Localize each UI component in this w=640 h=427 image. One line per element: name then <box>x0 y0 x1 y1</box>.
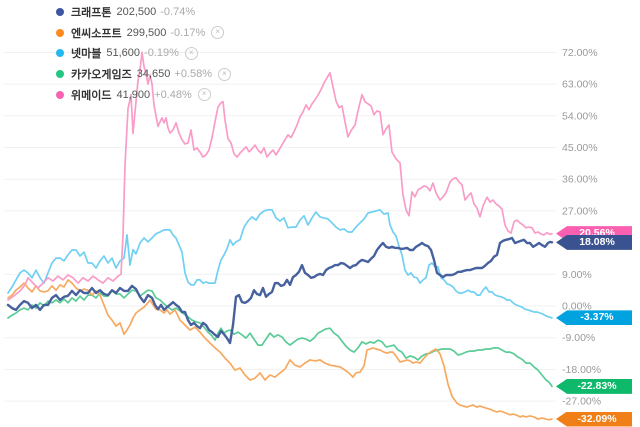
stock-name: 엔씨소프트 <box>71 27 122 40</box>
value-badge-krafton: 18.08% <box>556 234 632 250</box>
stock-change: +0.58% <box>174 68 213 81</box>
stock-name: 크래프톤 <box>71 7 112 20</box>
legend-item-ncsoft[interactable]: 엔씨소프트 299,500 -0.17% × <box>56 23 231 44</box>
stock-price: 51,600 <box>106 47 141 60</box>
series-color-dot <box>56 28 64 37</box>
series-color-dot <box>56 8 64 17</box>
stock-change: +0.48% <box>154 88 192 101</box>
axis-tick-label: -27.00% <box>562 396 601 408</box>
axis-tick-label: 36.00% <box>562 174 598 186</box>
axis-tick-label: 54.00% <box>562 110 598 122</box>
axis-tick-label: 45.00% <box>562 142 598 154</box>
series-line-kakaogames <box>7 289 553 388</box>
series-line-krafton <box>6 236 554 345</box>
stock-name: 넷마블 <box>71 48 102 61</box>
value-badge-ncsoft: -32.09% <box>556 411 632 427</box>
remove-icon[interactable]: × <box>197 88 211 102</box>
series-color-dot <box>56 49 64 58</box>
remove-icon[interactable]: × <box>184 46 198 60</box>
stock-price: 299,500 <box>126 26 167 39</box>
axis-tick-label: 72.00% <box>562 47 598 59</box>
stock-name: 카카오게임즈 <box>71 69 132 82</box>
remove-icon[interactable]: × <box>211 26 225 40</box>
value-badge-kakaogames: -22.83% <box>556 378 632 394</box>
series-line-wemade <box>7 51 553 301</box>
axis-tick-label: 63.00% <box>562 79 598 91</box>
axis-tick-label: -18.00% <box>562 364 601 376</box>
stock-change: -0.17% <box>170 26 206 39</box>
legend-item-krafton[interactable]: 크래프톤 202,500 -0.74% × <box>56 2 231 23</box>
stock-price: 34,650 <box>136 68 171 81</box>
stock-change: -0.74% <box>160 6 196 19</box>
axis-tick-label: 9.00% <box>562 269 592 281</box>
series-color-dot <box>56 90 64 99</box>
stock-name: 위메이드 <box>71 89 112 102</box>
legend-item-kakaogames[interactable]: 카카오게임즈 34,650 +0.58% × <box>56 64 232 85</box>
series-line-ncsoft <box>7 279 553 421</box>
stock-price: 202,500 <box>116 6 157 19</box>
series-color-dot <box>56 70 64 79</box>
legend-item-netmarble[interactable]: 넷마블 51,600 -0.19% × <box>56 43 231 64</box>
series-line-netmarble <box>7 208 553 319</box>
legend: 크래프톤 202,500 -0.74% × 엔씨소프트 299,500 -0.1… <box>56 2 232 105</box>
remove-icon[interactable]: × <box>218 67 232 81</box>
axis-tick-label: 27.00% <box>562 205 598 217</box>
axis-tick-label: 0.00% <box>562 301 592 313</box>
legend-item-wemade[interactable]: 위메이드 41,900 +0.48% × <box>56 84 231 105</box>
stock-price: 41,900 <box>116 88 151 101</box>
stock-change: -0.19% <box>144 47 179 60</box>
value-badge-netmarble: -3.37% <box>556 310 632 326</box>
axis-tick-label: -9.00% <box>562 332 595 344</box>
